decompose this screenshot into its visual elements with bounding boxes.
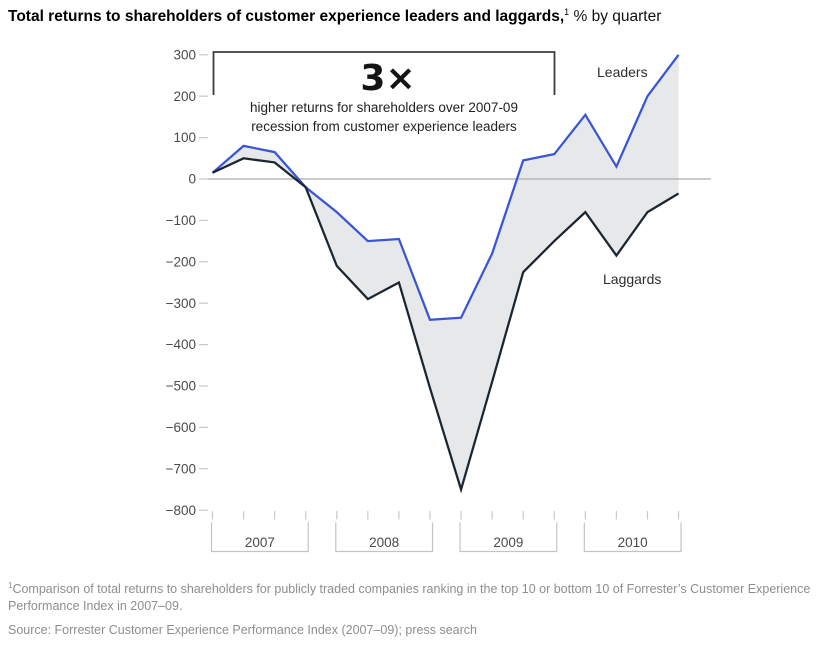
year-bracket bbox=[210, 522, 309, 553]
annotation-line-2: recession from customer experience leade… bbox=[251, 119, 517, 134]
laggards-series-label: Laggards bbox=[603, 271, 661, 287]
source-line: Source: Forrester Customer Experience Pe… bbox=[8, 623, 477, 637]
page-title: Total returns to shareholders of custome… bbox=[8, 7, 820, 26]
year-bracket bbox=[459, 522, 558, 553]
year-label: 2010 bbox=[618, 535, 648, 550]
band-layer bbox=[212, 54, 679, 490]
y-tick-label: −400 bbox=[166, 337, 196, 352]
y-tick-label: 100 bbox=[173, 130, 196, 145]
year-label: 2008 bbox=[369, 535, 399, 550]
year-bracket bbox=[335, 522, 434, 553]
band-area bbox=[212, 54, 679, 490]
year-bracket bbox=[583, 522, 682, 553]
footnote: 1Comparison of total returns to sharehol… bbox=[8, 581, 820, 615]
annotation-multiplier: 3× bbox=[360, 58, 415, 99]
y-tick-label: 0 bbox=[188, 172, 196, 187]
line-chart: 300 200 100 0 −100 −200 −300 −400 −500 −600 −700 −8… bbox=[166, 47, 711, 553]
annotation-bracket bbox=[212, 51, 556, 95]
y-tick-label: −200 bbox=[166, 254, 196, 269]
page-title-bold: Total returns to shareholders of custome… bbox=[8, 8, 565, 25]
page-title-suffix: % by quarter bbox=[569, 8, 662, 25]
laggards-line bbox=[212, 157, 680, 494]
year-label: 2007 bbox=[245, 535, 275, 550]
y-tick-label: 300 bbox=[173, 47, 196, 62]
footnote-text: Comparison of total returns to sharehold… bbox=[8, 582, 811, 613]
y-tick-label: −100 bbox=[166, 213, 196, 228]
annotation-line-1: higher returns for shareholders over 200… bbox=[250, 100, 518, 115]
y-tick-label: −300 bbox=[166, 296, 196, 311]
y-tick-label: −600 bbox=[166, 420, 196, 435]
y-tick-label: −800 bbox=[166, 503, 196, 518]
year-label: 2009 bbox=[493, 535, 523, 550]
footnote-superscript: 1 bbox=[8, 580, 13, 590]
y-tick-label: −500 bbox=[166, 379, 196, 394]
title-superscript: 1 bbox=[564, 6, 570, 17]
y-tick-label: −700 bbox=[166, 461, 196, 476]
y-tick-label: 200 bbox=[173, 89, 196, 104]
leaders-series-label: Leaders bbox=[597, 64, 648, 80]
series-layer bbox=[211, 54, 680, 494]
axes-layer: 300 200 100 0 −100 −200 −300 −400 −500 −600 −700 −8… bbox=[166, 47, 682, 553]
leaders-line bbox=[211, 54, 680, 321]
